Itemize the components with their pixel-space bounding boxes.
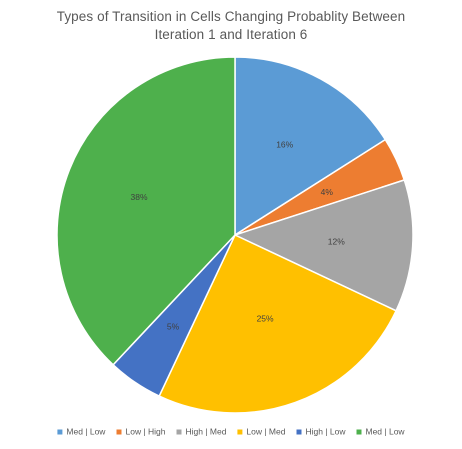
chart-title-line-2: Iteration 1 and Iteration 6: [154, 27, 308, 42]
legend: Med | Low Low | High High | Med Low | Med Hi…: [57, 427, 405, 437]
data-label-5: 5%: [167, 321, 180, 331]
legend-swatch-4: [237, 429, 243, 435]
pie-slice-1: [234, 56, 387, 237]
chart-title-line-1: Types of Transition in Cells Changing Pr…: [56, 9, 406, 24]
data-label-1: 16%: [276, 140, 293, 150]
legend-label-3: High | Med: [186, 427, 227, 437]
pie-slice-3: [232, 179, 414, 312]
data-label-4: 25%: [257, 314, 274, 324]
legend-label-2: Low | High: [126, 427, 166, 437]
legend-label-4: Low | Med: [246, 427, 285, 437]
data-label-2: 4%: [321, 187, 334, 197]
pie-slice-6: [56, 56, 236, 366]
legend-swatch-1: [57, 429, 63, 435]
legend-swatch-3: [176, 429, 182, 435]
data-label-3: 12%: [328, 236, 345, 246]
pie-slices: [56, 56, 414, 414]
legend-label-6: Med | Low: [366, 427, 406, 437]
pie-slice-4: [158, 234, 398, 414]
data-label-6: 38%: [130, 192, 147, 202]
legend-swatch-2: [116, 429, 122, 435]
legend-label-5: High | Low: [306, 427, 347, 437]
legend-swatch-5: [296, 429, 302, 435]
pie-data-labels: 16% 4% 12% 25% 5% 38%: [130, 140, 345, 332]
legend-swatch-6: [356, 429, 362, 435]
legend-label-1: Med | Low: [66, 427, 106, 437]
